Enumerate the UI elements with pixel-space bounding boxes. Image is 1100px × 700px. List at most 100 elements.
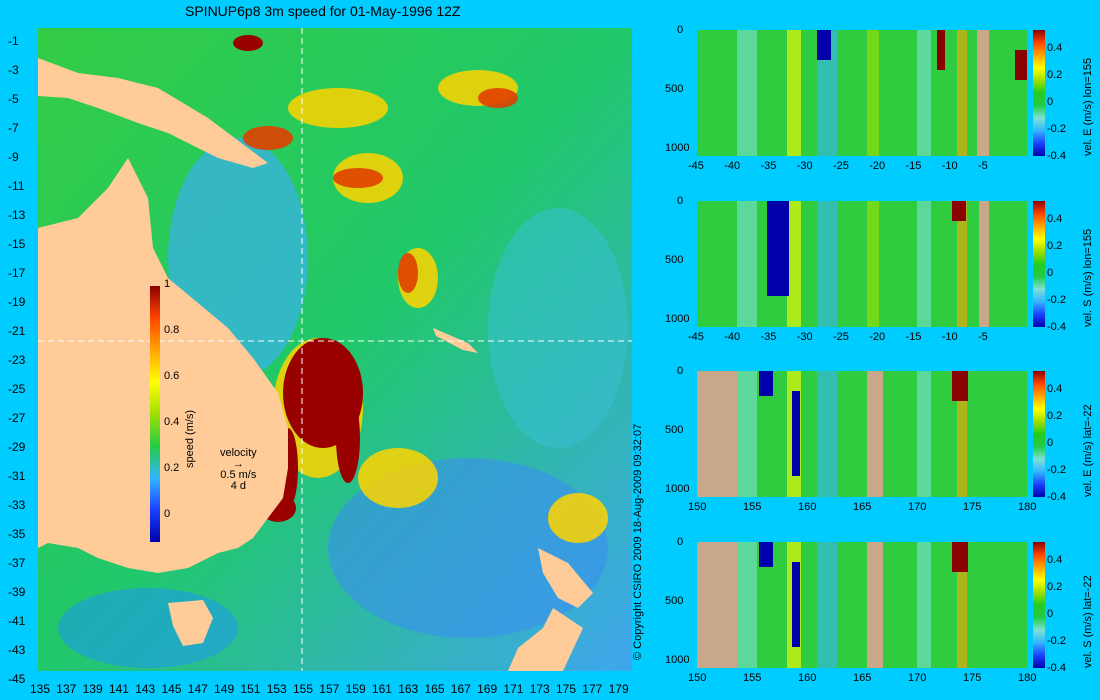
section-heatmap [697,542,1027,668]
map-y-tick: -25 [8,382,26,396]
map-x-tick: 137 [56,682,77,696]
section-y-tick: 0 [677,24,684,36]
section-colorbar-tick: 0 [1047,96,1054,108]
section-colorbar [1033,371,1045,497]
chart-title: SPINUP6p8 3m speed for 01-May-1996 12Z [185,3,461,19]
map-y-tick: -29 [8,440,26,454]
section-x-tick: 155 [743,501,762,513]
map-x-tick: 147 [187,682,208,696]
section-y-tick: 0 [677,536,684,548]
section-x-tick: -5 [978,331,988,343]
section-x-tick: -20 [869,160,886,172]
section-colorbar-tick: 0.2 [1047,69,1063,81]
section-x-tick: -25 [833,331,849,343]
map-y-tick: -41 [8,614,26,628]
section-colorbar-tick: -0.2 [1047,635,1066,647]
section-x-tick: -20 [869,331,886,343]
section-colorbar-tick: 0.2 [1047,581,1063,593]
map-x-tick: 163 [398,682,419,696]
map-x-tick: 175 [556,682,577,696]
map-x-tick: 135 [30,682,51,696]
map-y-tick: -3 [8,63,19,77]
speed-tick-0.6: 0.6 [164,370,180,382]
section-x-tick: -5 [978,160,988,172]
map-y-tick: -19 [8,295,26,309]
section-x-tick: 180 [1018,501,1037,513]
map-y-tick: -39 [8,585,26,599]
section-colorbar-tick: -0.4 [1047,150,1066,162]
map-x-tick: 169 [477,682,498,696]
map-y-tick: -15 [8,237,26,251]
speed-colorbar-label: speed (m/s) [184,409,196,468]
section-x-tick: -30 [796,160,813,172]
section-colorbar-label: vel. E (m/s) lon=155 [1082,57,1094,156]
section-x-tick: 160 [798,501,817,513]
map-y-tick: -33 [8,498,26,512]
map-y-tick: -17 [8,266,26,280]
speed-colorbar-ticks: 1 0.8 0.6 0.4 0.2 0 [164,278,194,548]
map-y-tick: -35 [8,527,26,541]
map-y-tick: -23 [8,353,26,367]
map-x-tick: 151 [240,682,261,696]
map-y-tick: -21 [8,324,26,338]
section-heatmap [697,371,1027,497]
section-colorbar-tick: -0.4 [1047,321,1066,333]
section-colorbar-label: vel. S (m/s) lon=155 [1082,228,1094,327]
copyright-notice: © Copyright CSIRO 2009 18-Aug-2009 09:32… [632,423,644,660]
map-y-tick: -5 [8,92,19,106]
section-colorbar-tick: -0.4 [1047,662,1066,674]
section-colorbar [1033,542,1045,668]
map-x-tick: 179 [608,682,629,696]
section-colorbar [1033,30,1045,156]
section-x-tick: -25 [833,160,849,172]
map-x-tick: 161 [371,682,392,696]
map-x-tick: 167 [450,682,471,696]
section-colorbar-label: vel. E (m/s) lat=-22 [1082,404,1094,497]
section-colorbar-tick: 0 [1047,267,1054,279]
map-x-tick: 159 [345,682,366,696]
section-x-tick: 170 [908,501,927,513]
map-x-tick: 141 [108,682,129,696]
section-colorbar [1033,201,1045,327]
section-x-tick: -15 [905,160,922,172]
map-x-tick: 143 [135,682,156,696]
section-x-tick: 150 [688,501,707,513]
section-x-tick: 150 [688,672,707,684]
section-y-tick: 0 [677,365,684,377]
section-colorbar-tick: -0.2 [1047,294,1066,306]
section-x-tick: -10 [941,160,958,172]
map-y-tick: -45 [8,672,26,686]
speed-tick-0: 0 [164,508,171,520]
map-x-tick: 157 [319,682,340,696]
speed-map-canvas [38,28,632,671]
speed-map: 1 0.8 0.6 0.4 0.2 0 speed (m/s) velocity… [38,28,632,671]
section-x-tick: 160 [798,672,817,684]
section-colorbar-tick: 0.4 [1047,42,1063,54]
map-x-tick: 171 [503,682,524,696]
section-colorbar-tick: -0.2 [1047,123,1066,135]
map-x-tick: 177 [582,682,603,696]
section-x-tick: 170 [908,672,927,684]
section-y-tick: 500 [665,424,684,436]
section-x-tick: -40 [724,160,741,172]
section-colorbar-tick: 0.2 [1047,410,1063,422]
map-x-tick: 139 [82,682,103,696]
map-y-tick: -37 [8,556,26,570]
velocity-legend-title: velocity [220,447,257,459]
section-colorbar-tick: 0.4 [1047,383,1063,395]
section-x-tick: 165 [853,501,872,513]
section-panel-2 [697,201,1027,327]
map-x-tick: 165 [424,682,445,696]
section-x-tick: 175 [963,501,982,513]
speed-colorbar [150,286,160,542]
section-panel-1 [697,30,1027,156]
map-y-tick: -31 [8,469,26,483]
velocity-legend-scale: 0.5 m/s [220,469,257,481]
map-x-tick: 149 [214,682,235,696]
map-y-tick: -13 [8,208,26,222]
section-x-tick: -45 [688,331,704,343]
speed-tick-0.4: 0.4 [164,416,180,428]
section-y-tick: 1000 [665,313,690,325]
section-y-tick: 0 [677,195,684,207]
section-y-tick: 1000 [665,483,690,495]
